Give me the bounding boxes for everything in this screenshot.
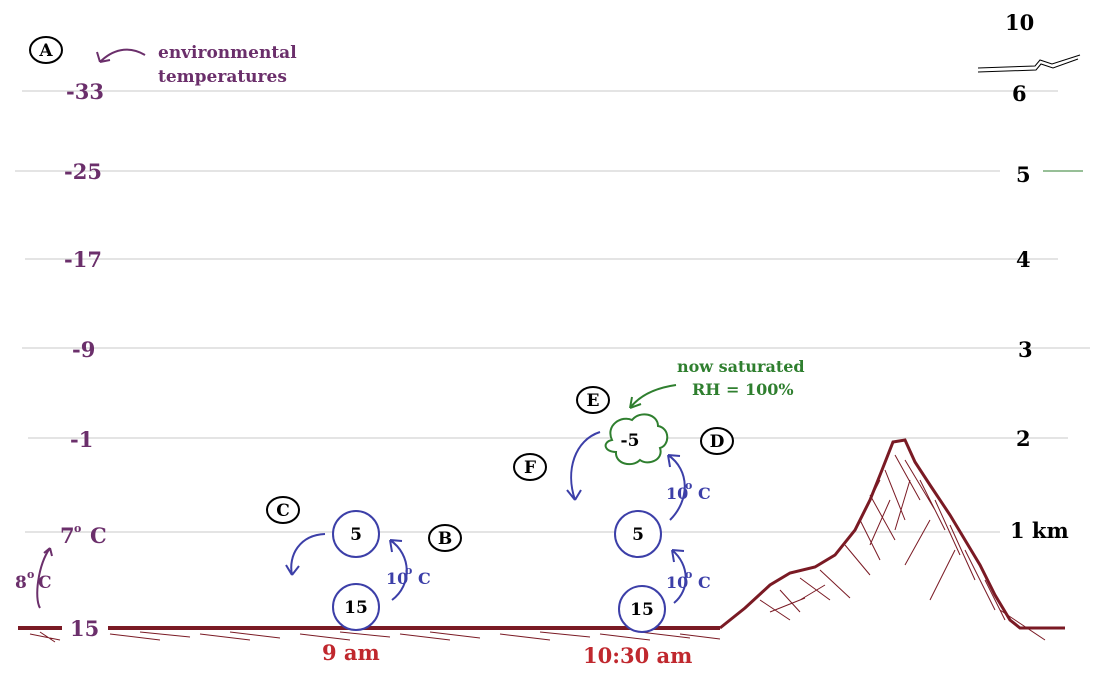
- parcel-1030-step-high-unit: C: [698, 484, 711, 503]
- parcel-9am-sink-arrow: [285, 533, 326, 576]
- parcel-9am-step-value: 10: [386, 569, 408, 588]
- lapse-note-unit: C: [38, 573, 52, 593]
- altitude-label: 2: [1016, 426, 1031, 451]
- env-temp-label: -1: [70, 427, 93, 452]
- env-label-arrow: [96, 48, 146, 63]
- env-label-line2: temperatures: [158, 67, 287, 87]
- time-label-9am: 9 am: [322, 640, 380, 665]
- parcel-9am: 15 5 10 o C: [285, 510, 431, 631]
- parcel-1030-middle: [614, 510, 662, 558]
- parcel-9am-step-sup: o: [405, 564, 412, 577]
- parcel-1030-middle-temp: 5: [632, 525, 644, 545]
- parcel-1030-step-high-sup: o: [685, 479, 692, 492]
- parcel-1030: 15 5 -5 10 o C 10 o C: [566, 413, 711, 633]
- lapse-note-unit-sup: o: [27, 568, 34, 581]
- parcel-9am-top-temp: 5: [350, 525, 362, 545]
- altitude-label: 1 km: [1010, 518, 1069, 543]
- ground-hatching: [29, 631, 721, 643]
- parcel-9am-step-unit: C: [418, 569, 431, 588]
- svg-text:C: C: [276, 501, 290, 521]
- env-temp-unit: o: [74, 522, 81, 535]
- marker-e: E: [576, 386, 610, 414]
- parcel-9am-rise-arrow: [389, 539, 408, 601]
- env-temp-label: -17: [64, 247, 102, 272]
- altitude-axis: 10 6 5 4 3 2 1 km: [1005, 10, 1069, 543]
- altitude-label: 5: [1016, 162, 1031, 187]
- parcel-1030-top-temp: -5: [621, 431, 640, 451]
- mountain-outline: [719, 438, 1065, 630]
- lapse-note-value: 8: [15, 573, 27, 593]
- axis-break-mark: [977, 54, 1081, 73]
- parcel-9am-top: [332, 510, 380, 558]
- parcel-1030-step-low-unit: C: [698, 573, 711, 592]
- parcel-1030-rise-arrow-low: [671, 549, 687, 604]
- altitude-label: 3: [1018, 337, 1033, 362]
- parcel-1030-bottom-temp: 15: [630, 600, 654, 620]
- marker-d: D: [700, 427, 734, 455]
- parcel-1030-step-high-value: 10: [666, 484, 688, 503]
- svg-text:F: F: [524, 458, 536, 478]
- parcel-1030-step-low-value: 10: [666, 573, 688, 592]
- lapse-note-arrow: [36, 547, 53, 609]
- marker-b: B: [428, 524, 462, 552]
- saturation-note-line2: RH = 100%: [692, 380, 794, 399]
- parcel-9am-bottom-temp: 15: [344, 598, 368, 618]
- mountain-hatching: [759, 454, 1046, 641]
- env-temp-unit: C: [90, 523, 107, 548]
- parcel-1030-sink-arrow: [566, 431, 601, 501]
- parcel-1030-step-low-sup: o: [685, 568, 692, 581]
- altitude-label: 6: [1012, 81, 1027, 106]
- env-temp-label: 7: [60, 523, 75, 548]
- gridlines: [15, 90, 1090, 533]
- env-temperature-axis: -33 -25 -17 -9 -1 7 o C 15: [60, 79, 107, 641]
- time-label-1030am: 10:30 am: [583, 643, 692, 668]
- ground: [18, 438, 1065, 643]
- parcel-1030-cloud: [604, 413, 669, 466]
- env-temp-label: -9: [72, 337, 95, 362]
- env-temp-label: 15: [70, 616, 99, 641]
- svg-text:B: B: [438, 529, 452, 549]
- env-temp-label: -33: [66, 79, 104, 104]
- svg-text:E: E: [587, 391, 600, 411]
- marker-f: F: [513, 453, 547, 481]
- env-label-line1: environmental: [158, 43, 297, 63]
- svg-text:A: A: [38, 41, 53, 61]
- parcel-1030-rise-arrow-high: [667, 454, 686, 521]
- saturation-note-line1: now saturated: [677, 357, 805, 376]
- altitude-label: 10: [1005, 10, 1034, 35]
- svg-text:D: D: [710, 432, 725, 452]
- parcel-9am-bottom: [332, 583, 380, 631]
- saturation-note-arrow: [629, 384, 677, 409]
- marker-c: C: [266, 496, 300, 524]
- altitude-label: 4: [1016, 247, 1031, 272]
- parcel-1030-bottom: [618, 585, 666, 633]
- marker-a: A: [29, 36, 63, 64]
- env-temp-label: -25: [64, 159, 102, 184]
